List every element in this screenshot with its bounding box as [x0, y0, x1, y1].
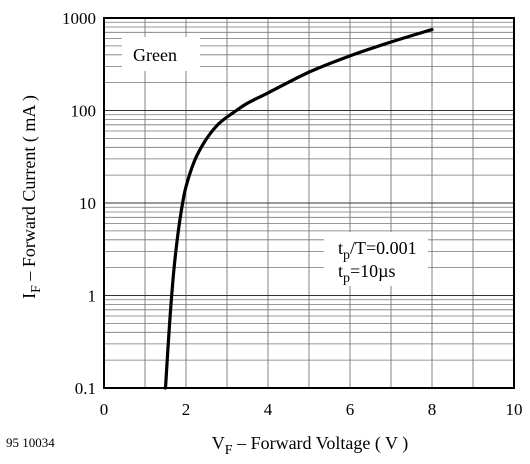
legend-box [122, 37, 200, 71]
y-tick-labels: 0.1 1 10 100 1000 [62, 9, 96, 398]
annotation-duty-cycle: tp/T=0.001 [338, 238, 417, 263]
pulse-annotation: tp/T=0.001 tp=10µs [324, 232, 428, 286]
x-tick-label: 4 [264, 400, 273, 419]
x-tick-label: 0 [100, 400, 109, 419]
x-axis-label: VF – Forward Voltage ( V ) [212, 433, 408, 458]
series-line-green [163, 27, 434, 390]
y-tick-label: 10 [79, 194, 96, 213]
y-tick-label: 1 [88, 287, 97, 306]
legend-entry-green: Green [133, 45, 177, 65]
horizontal-grid [104, 21, 514, 361]
figure-id: 95 10034 [6, 435, 55, 450]
x-tick-label: 2 [182, 400, 191, 419]
annotation-box [324, 232, 428, 286]
y-tick-label: 0.1 [75, 379, 96, 398]
x-tick-labels: 0 2 4 6 8 10 [100, 400, 523, 419]
x-tick-label: 10 [506, 400, 523, 419]
y-tick-label: 100 [71, 102, 97, 121]
x-tick-label: 6 [346, 400, 355, 419]
annotation-pulse-width: tp=10µs [338, 261, 396, 286]
y-axis-label: IF – Forward Current ( mA ) [19, 95, 44, 299]
x-tick-label: 8 [428, 400, 437, 419]
y-tick-label: 1000 [62, 9, 96, 28]
legend: Green [122, 37, 200, 71]
series-layer [163, 27, 434, 390]
plot-frame [103, 17, 515, 389]
